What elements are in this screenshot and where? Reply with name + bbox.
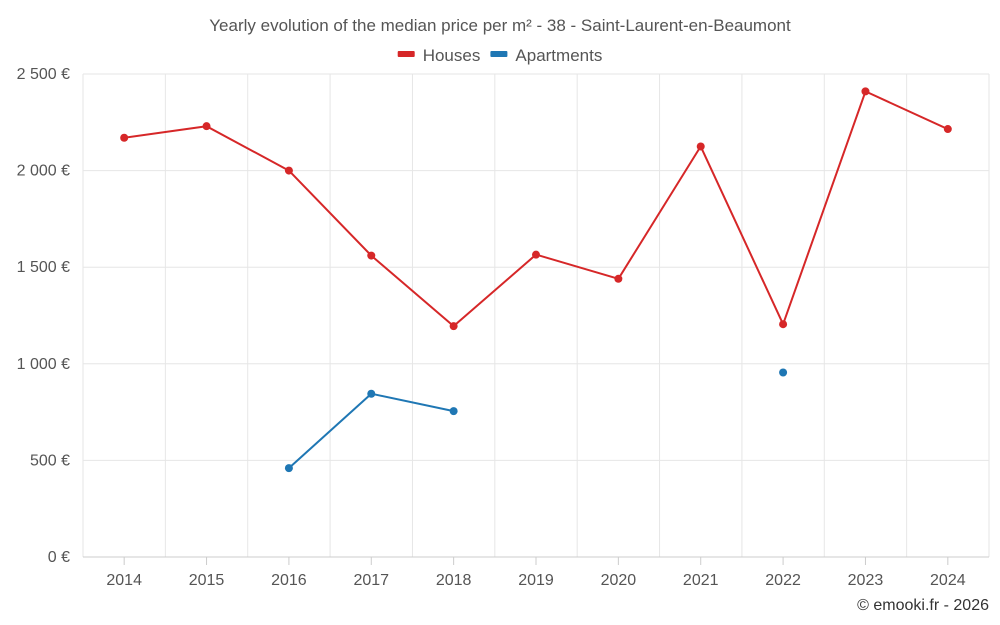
- x-axis: 2014 2015 2016 2017 2018 2019 2020 2021 2022 2023…: [106, 557, 966, 589]
- x-tick-label: 2014: [106, 572, 142, 589]
- data-point-apartments[interactable]: [779, 368, 788, 377]
- x-tick-label: 2020: [601, 572, 637, 589]
- x-tick-label: 2017: [353, 572, 389, 589]
- x-tick-label: 2016: [271, 572, 307, 589]
- legend-label: Houses: [423, 46, 481, 65]
- series-houses: [120, 87, 952, 331]
- data-point-houses[interactable]: [367, 251, 376, 260]
- x-tick-label: 2018: [436, 572, 472, 589]
- data-point-houses[interactable]: [861, 87, 870, 96]
- x-tick-label: 2024: [930, 572, 966, 589]
- series-line-apartments: [289, 373, 783, 469]
- legend-label: Apartments: [515, 46, 602, 65]
- x-tick-label: 2015: [189, 572, 225, 589]
- data-point-houses[interactable]: [779, 320, 788, 329]
- x-tick-label: 2023: [848, 572, 884, 589]
- data-point-houses[interactable]: [532, 250, 540, 259]
- legend-item-houses[interactable]: Houses: [397, 46, 481, 65]
- legend-item-apartments[interactable]: Apartments: [490, 46, 602, 65]
- data-point-houses[interactable]: [202, 122, 211, 131]
- x-tick-label: 2021: [683, 572, 719, 589]
- data-point-houses[interactable]: [943, 125, 952, 134]
- y-axis: 0 € 500 € 1 000 € 1 500 € 2 000 € 2 500 €: [17, 66, 70, 566]
- data-point-apartments[interactable]: [367, 389, 376, 398]
- x-tick-label: 2019: [518, 572, 554, 589]
- data-point-houses[interactable]: [284, 166, 293, 175]
- y-tick-label: 1 500 €: [17, 259, 70, 276]
- data-point-apartments[interactable]: [284, 464, 293, 473]
- grid-lines: [82, 73, 990, 558]
- credit-text: © emooki.fr - 2026: [857, 597, 989, 614]
- data-point-houses[interactable]: [614, 274, 623, 283]
- y-tick-label: 0 €: [48, 549, 70, 566]
- series-group: [120, 87, 952, 473]
- data-point-houses[interactable]: [449, 322, 458, 331]
- legend-swatch: [490, 51, 508, 57]
- y-tick-label: 500 €: [30, 452, 70, 469]
- series-apartments: [284, 368, 788, 473]
- data-point-apartments[interactable]: [449, 407, 458, 416]
- legend-swatch: [397, 51, 415, 57]
- data-point-houses[interactable]: [696, 142, 705, 151]
- y-tick-label: 2 500 €: [17, 66, 70, 83]
- legend: Houses Apartments: [397, 46, 602, 65]
- chart-title: Yearly evolution of the median price per…: [209, 16, 791, 35]
- y-tick-label: 2 000 €: [17, 163, 70, 180]
- y-tick-label: 1 000 €: [17, 356, 70, 373]
- x-tick-label: 2022: [765, 572, 801, 589]
- data-point-houses[interactable]: [120, 133, 129, 142]
